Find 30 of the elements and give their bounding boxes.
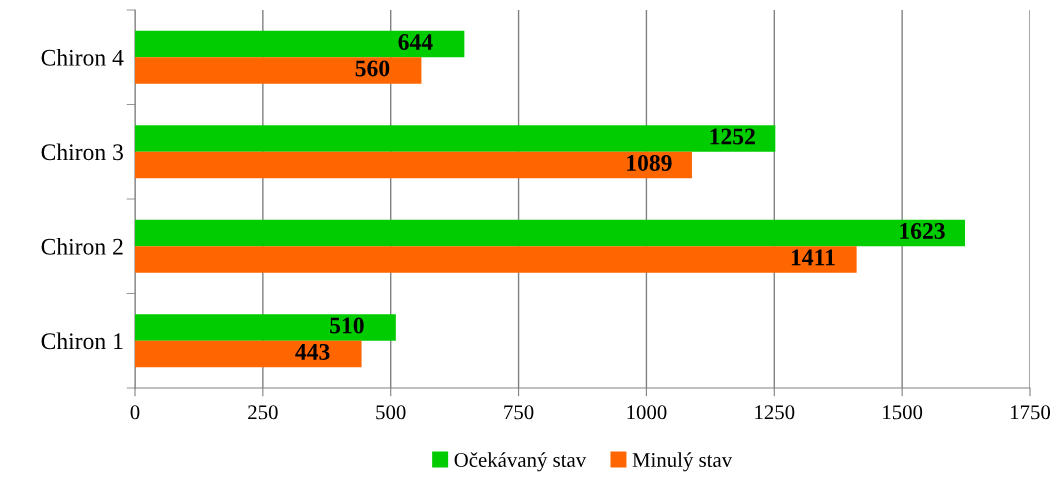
x-tick-label: 1000 [627, 405, 667, 420]
data-label: 510 [330, 317, 364, 334]
data-label: 1623 [900, 223, 945, 239]
x-tick-label: 500 [376, 405, 406, 420]
bar [135, 30, 465, 58]
bar [135, 219, 966, 247]
x-tick-label: 250 [248, 405, 278, 420]
bar [135, 57, 422, 84]
x-tick-label: 1250 [755, 405, 795, 420]
bar [135, 151, 692, 179]
data-label: 644 [398, 34, 433, 50]
data-label: 1411 [791, 249, 835, 266]
bar [135, 246, 857, 273]
data-label: 1089 [627, 154, 672, 171]
x-tick-label: 1750 [1011, 405, 1051, 420]
x-tick-label: 1500 [883, 405, 923, 420]
x-tick-label: 0 [130, 405, 140, 420]
legend-label: Minulý stav [632, 452, 733, 472]
data-label: 443 [295, 344, 330, 360]
bar [135, 340, 362, 368]
bar [135, 314, 396, 341]
y-tick-label: Chiron 1 [41, 332, 123, 350]
data-label: 560 [355, 60, 390, 77]
x-tick-label: 750 [504, 405, 534, 420]
y-tick-label: Chiron 2 [41, 238, 123, 255]
bar [135, 125, 776, 152]
y-tick-label: Chiron 3 [41, 143, 123, 161]
y-tick-label: Chiron 4 [41, 49, 124, 66]
legend-label: Očekávaný stav [454, 452, 587, 472]
data-label: 1252 [710, 128, 755, 145]
